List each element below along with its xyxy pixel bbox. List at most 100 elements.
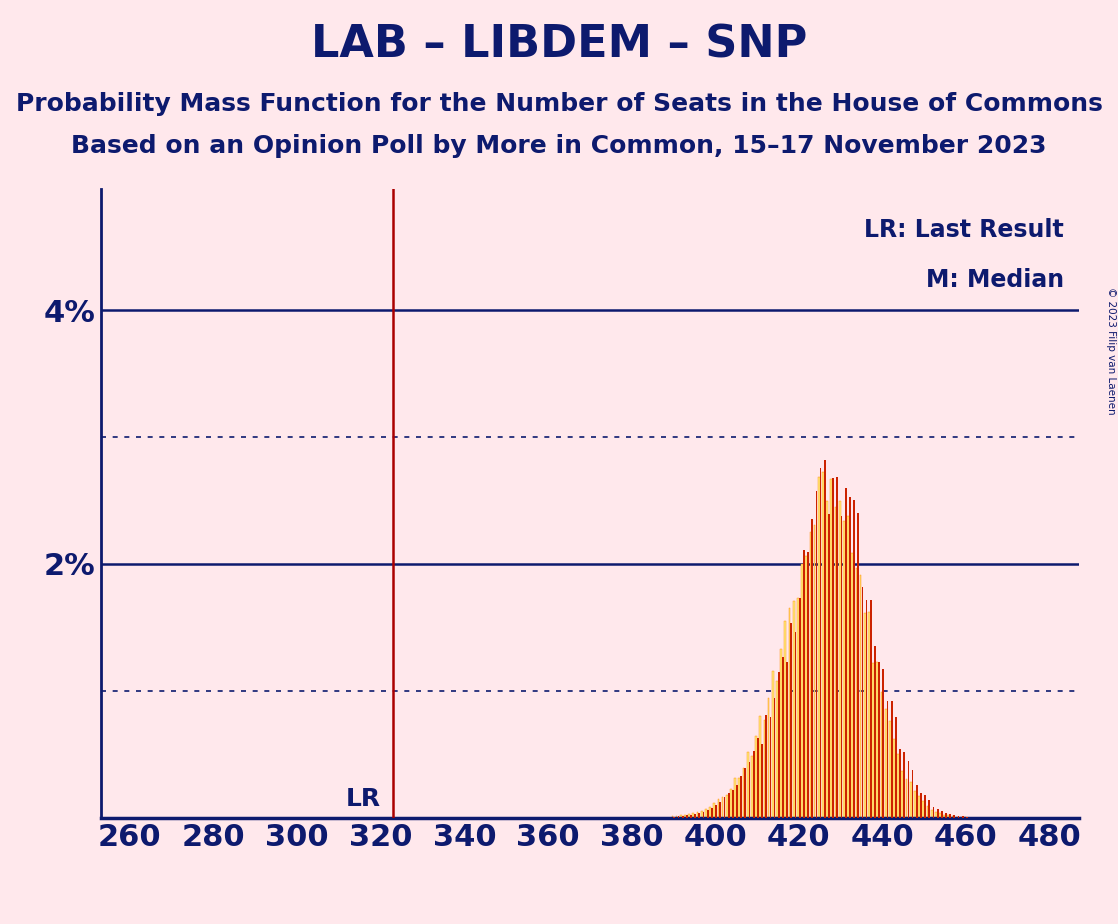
Bar xyxy=(877,662,878,818)
Bar xyxy=(915,791,916,818)
Bar xyxy=(694,814,697,818)
Bar xyxy=(835,506,836,818)
Bar xyxy=(701,811,702,818)
Bar xyxy=(954,815,955,818)
Bar xyxy=(944,815,945,818)
Bar xyxy=(884,710,887,818)
Bar xyxy=(718,799,719,818)
Bar xyxy=(745,768,746,818)
Bar xyxy=(831,480,832,818)
Bar xyxy=(788,608,790,818)
Bar xyxy=(793,602,795,818)
Bar xyxy=(814,526,815,818)
Bar xyxy=(818,478,819,818)
Bar xyxy=(891,701,892,818)
Bar xyxy=(879,663,880,818)
Bar xyxy=(780,650,781,818)
Bar xyxy=(699,813,700,818)
Bar xyxy=(951,816,954,818)
Bar xyxy=(855,567,858,818)
Bar xyxy=(672,817,673,818)
Bar xyxy=(858,513,859,818)
Text: LAB – LIBDEM – SNP: LAB – LIBDEM – SNP xyxy=(311,23,807,67)
Bar xyxy=(916,785,918,818)
Bar xyxy=(705,809,707,818)
Bar xyxy=(740,776,742,818)
Bar xyxy=(815,491,817,818)
Bar xyxy=(939,813,941,818)
Bar xyxy=(809,532,812,818)
Bar xyxy=(684,815,685,818)
Bar xyxy=(836,477,838,818)
Bar xyxy=(766,715,767,818)
Text: LR: LR xyxy=(345,787,381,811)
Bar xyxy=(759,716,761,818)
Bar xyxy=(778,673,779,818)
Bar xyxy=(747,752,749,818)
Bar xyxy=(709,807,711,818)
Bar xyxy=(803,551,805,818)
Bar xyxy=(887,701,889,818)
Bar xyxy=(899,749,901,818)
Bar xyxy=(797,599,798,818)
Bar xyxy=(795,632,796,818)
Bar xyxy=(901,771,903,818)
Bar xyxy=(928,800,930,818)
Text: M: Median: M: Median xyxy=(926,268,1064,292)
Bar xyxy=(874,647,875,818)
Bar xyxy=(735,778,736,818)
Bar xyxy=(947,815,949,818)
Bar xyxy=(739,778,740,818)
Bar xyxy=(736,785,738,818)
Bar xyxy=(893,738,894,818)
Bar xyxy=(761,745,762,818)
Bar xyxy=(906,779,908,818)
Bar xyxy=(690,815,692,818)
Bar xyxy=(783,658,784,818)
Bar xyxy=(966,817,968,818)
Bar xyxy=(799,599,800,818)
Bar xyxy=(713,803,716,818)
Bar xyxy=(826,501,828,818)
Bar xyxy=(853,500,855,818)
Bar xyxy=(680,816,682,818)
Bar xyxy=(958,816,959,818)
Text: LR: Last Result: LR: Last Result xyxy=(864,218,1064,242)
Bar xyxy=(931,810,932,818)
Text: Probability Mass Function for the Number of Seats in the House of Commons: Probability Mass Function for the Number… xyxy=(16,92,1102,116)
Bar xyxy=(802,565,803,818)
Bar xyxy=(749,761,750,818)
Bar xyxy=(870,601,872,818)
Bar xyxy=(832,478,834,818)
Bar xyxy=(838,502,841,818)
Bar xyxy=(910,782,911,818)
Bar xyxy=(723,797,726,818)
Bar xyxy=(776,681,778,818)
Bar xyxy=(807,552,809,818)
Bar xyxy=(882,669,884,818)
Bar xyxy=(707,810,709,818)
Bar xyxy=(686,815,688,818)
Text: Based on an Opinion Poll by More in Common, 15–17 November 2023: Based on an Opinion Poll by More in Comm… xyxy=(72,134,1046,158)
Bar xyxy=(682,816,683,818)
Bar xyxy=(719,802,721,818)
Bar xyxy=(843,521,845,818)
Bar xyxy=(927,806,928,818)
Bar xyxy=(868,612,870,818)
Bar xyxy=(920,793,922,818)
Bar xyxy=(711,808,713,818)
Bar xyxy=(845,488,846,818)
Bar xyxy=(822,472,824,818)
Bar xyxy=(771,672,774,818)
Bar xyxy=(922,801,925,818)
Bar xyxy=(726,795,728,818)
Bar xyxy=(828,515,830,818)
Bar xyxy=(851,553,853,818)
Bar xyxy=(732,790,733,818)
Bar xyxy=(768,699,769,818)
Bar xyxy=(865,601,868,818)
Bar xyxy=(702,811,704,818)
Bar xyxy=(716,806,717,818)
Bar xyxy=(742,768,745,818)
Bar xyxy=(862,587,863,818)
